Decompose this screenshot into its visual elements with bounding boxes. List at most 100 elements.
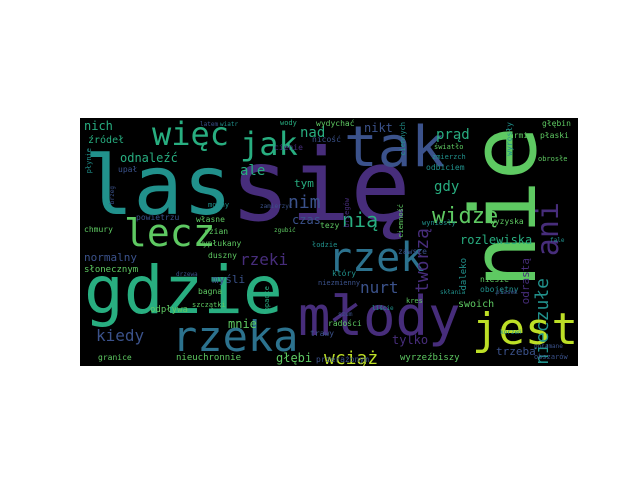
word-rozlewiska: rozlewiska	[460, 233, 533, 247]
word-nim: nim	[288, 192, 321, 213]
word-ktory: który	[332, 269, 357, 278]
word-rzek: rzek	[328, 235, 425, 281]
word-ciemnosc: ciemność	[397, 204, 405, 238]
word-szum: szum	[338, 311, 353, 318]
word-wyplukany: wypłukany	[198, 239, 242, 248]
word-wiec: więc	[152, 118, 230, 153]
word-obrosle: obrosłe	[538, 155, 568, 163]
word-obszarow: obszarów	[534, 353, 568, 361]
word-nurt: nurt	[360, 278, 399, 297]
word-plynie: płynie	[85, 148, 93, 174]
word-mlody: młody	[298, 285, 461, 348]
word-brzeg: brzeg	[109, 186, 116, 205]
word-powietrzu: powietrzu	[136, 213, 180, 222]
word-odnalezc: odnaleźć	[120, 151, 178, 165]
word-wydychac: wydychać	[316, 119, 355, 128]
word-tylko: tylko	[392, 333, 429, 347]
word-wiatr: wiatr	[220, 121, 239, 128]
word-opadle: opadłe	[263, 286, 271, 312]
word-normalny: normalny	[84, 251, 137, 264]
word-lodzie: łodzie	[312, 241, 338, 249]
word-granice: granice	[98, 353, 132, 362]
word-nicosc: nicość	[312, 135, 341, 144]
word-nieuchronnie: nieuchronnie	[176, 353, 242, 363]
word-sklania: skłania	[440, 289, 466, 296]
word-slonecznym: słonecznym	[84, 265, 139, 275]
word-karmi: karmi	[504, 131, 529, 140]
word-trawy: trawy	[310, 329, 335, 338]
word-nad: nad	[300, 125, 326, 141]
word-odplywa: odpływa	[150, 305, 188, 315]
word-nieczule: nieczułe	[532, 278, 553, 365]
word-zrodel: źródeł	[88, 135, 125, 146]
word-obojetny: obojętny	[480, 285, 519, 294]
word-las: las	[84, 139, 233, 234]
word-duszny: duszny	[208, 251, 237, 260]
word-tezy: tezy	[320, 221, 340, 230]
word-tym: tym	[294, 177, 314, 190]
word-upal: upał	[118, 165, 138, 174]
word-kres: kres	[406, 297, 423, 305]
word-ciemnych: ciemnych	[399, 122, 407, 156]
word-swoich: swoich	[458, 299, 495, 310]
word-szian: szian	[204, 227, 229, 236]
word-plaski: płaski	[540, 131, 569, 140]
word-zamierzyc: zamierzyć	[260, 203, 293, 210]
word-czas: czas	[292, 213, 321, 227]
word-latem: latem	[200, 121, 219, 128]
word-nich: nich	[84, 119, 113, 133]
word-radosci: radości	[328, 319, 362, 328]
word-zmierzch: zmierzch	[432, 153, 466, 161]
word-cloud: się las nie gdzie młody tak jest rzeka w…	[80, 118, 578, 366]
word-wlasne: własne	[196, 215, 225, 224]
word-piasek: piasek	[496, 289, 518, 296]
word-przerazonym: przerażonym	[316, 355, 369, 364]
word-nia: nią	[342, 208, 379, 232]
word-cienie: cienie	[274, 143, 303, 152]
word-mysli: myśli	[212, 273, 246, 286]
word-nikt: nikt	[364, 121, 393, 135]
word-sie: się	[230, 127, 411, 244]
word-rzeki: rzeki	[240, 250, 289, 269]
word-wody: wody	[280, 119, 297, 127]
word-ale: ale	[240, 163, 266, 179]
word-niesie: niesie	[480, 275, 509, 284]
word-gdzie: gdzie	[84, 252, 283, 329]
word-kiedy: kiedy	[96, 326, 145, 345]
word-tworza: tworzą	[412, 228, 433, 294]
word-polamane: połamane	[534, 343, 563, 350]
word-liscie: liście	[372, 305, 394, 312]
word-mnie: mnie	[228, 317, 257, 331]
word-zawsze: zawsze	[398, 247, 427, 256]
word-bagna: bagna	[198, 287, 223, 296]
word-niezmienny: niezmienny	[318, 279, 361, 287]
word-daleko: daleko	[459, 258, 469, 291]
word-wyrzezbiszy: wyrzeźbiszy	[400, 353, 460, 363]
word-jak: jak	[240, 125, 298, 163]
word-odbiciem: odbiciem	[426, 163, 465, 172]
word-gdy: gdy	[434, 179, 460, 195]
word-rzeka: rzeka	[172, 312, 299, 361]
word-tak: tak	[344, 118, 446, 180]
word-jest: jest	[472, 304, 578, 355]
word-szczatki: szczątki	[192, 301, 226, 309]
word-glebin: głębin	[542, 119, 571, 128]
word-zgubic: zgubić	[274, 227, 296, 234]
word-korzen: korzeń	[500, 329, 522, 336]
word-drzewa: drzewa	[176, 271, 198, 278]
word-prad: prąd	[436, 127, 470, 143]
word-glebi: głębi	[276, 351, 313, 365]
word-mocny: mocny	[208, 201, 230, 209]
word-wciaz: wciąż	[324, 348, 379, 367]
word-lecz: lecz	[124, 211, 216, 255]
word-chmury: chmury	[84, 225, 113, 234]
word-ani: ani	[531, 202, 566, 257]
word-brzegow: brzegów	[343, 198, 351, 228]
word-swiatlo: światło	[434, 143, 464, 151]
word-fale: fale	[550, 237, 565, 244]
word-wynioslu: wyniosły	[422, 219, 456, 227]
word-wyzyska: wyzyska	[490, 217, 524, 226]
word-widze: widzę	[432, 204, 499, 229]
word-trzeba: trzeba	[496, 345, 536, 358]
word-odrasta: odrastą	[519, 258, 532, 305]
